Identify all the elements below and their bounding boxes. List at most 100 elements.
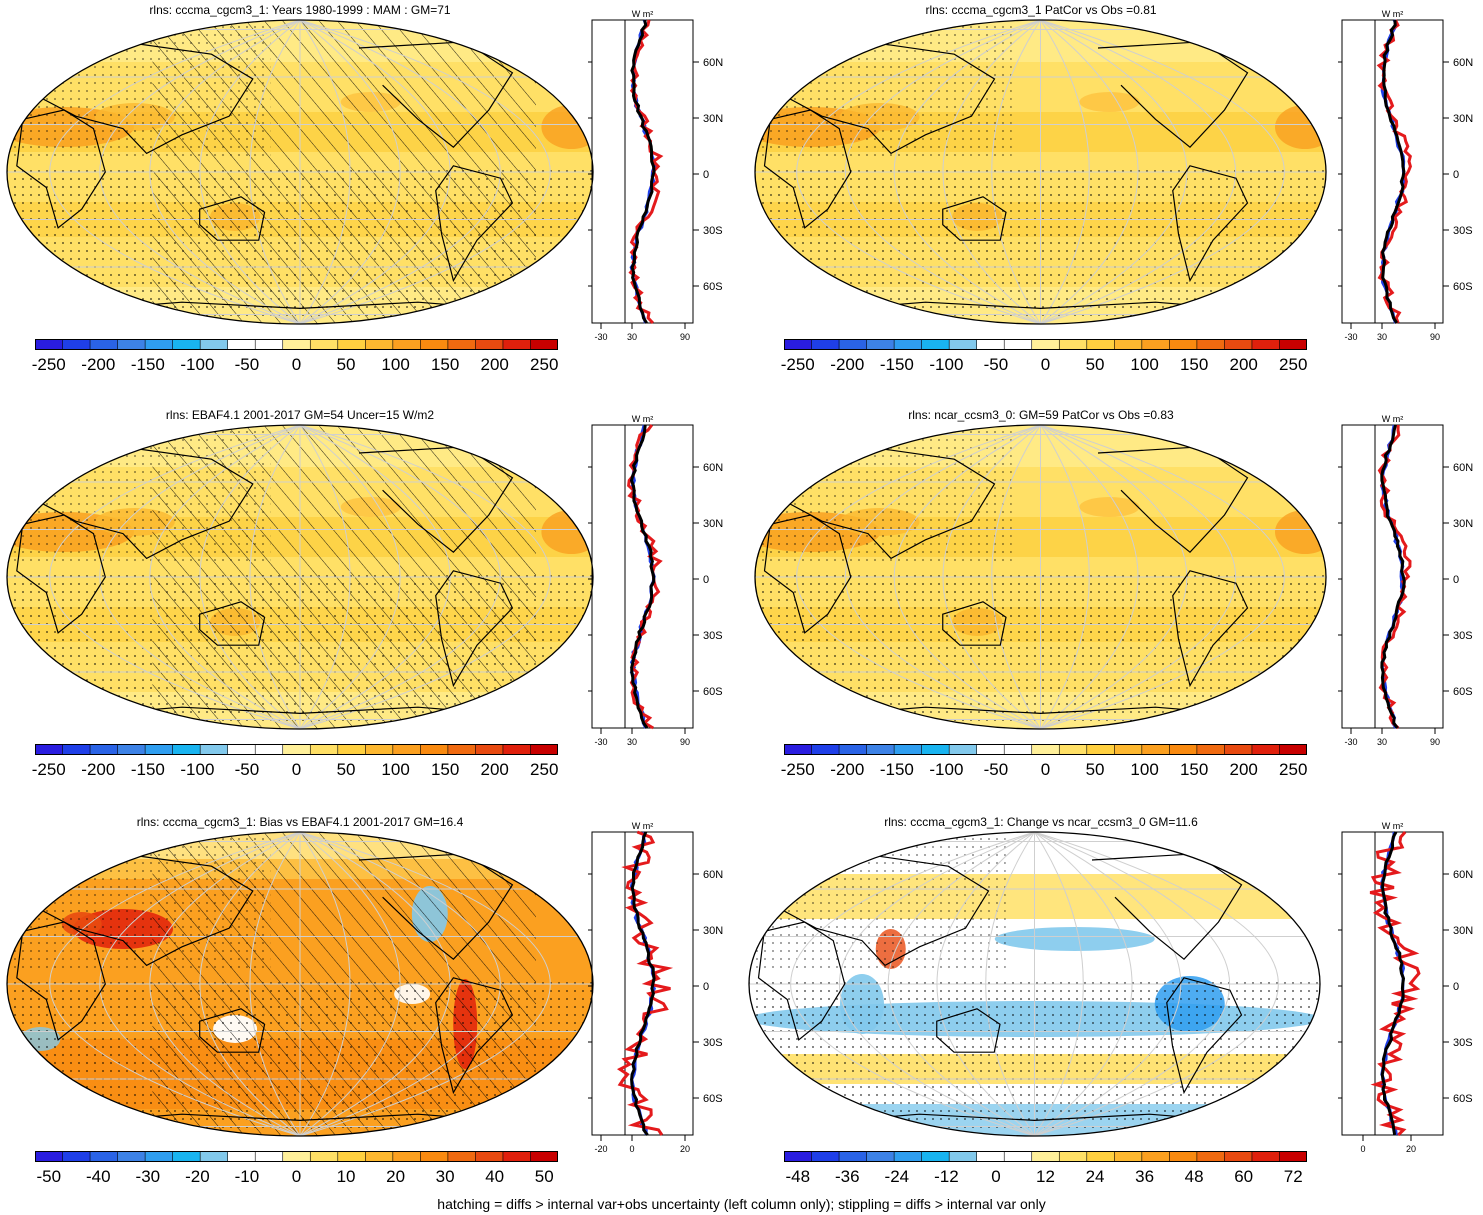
zonal-line-black (1381, 19, 1406, 324)
colorbar (35, 744, 558, 755)
graticule (755, 20, 1326, 324)
x-tick-label: -30 (1344, 332, 1357, 342)
colorbar-swatch (866, 1151, 895, 1162)
colorbar-swatch (35, 339, 63, 350)
lat-label: 60S (703, 281, 723, 293)
colorbar-tick-label: 40 (485, 1167, 505, 1186)
colorbar-tick-label: 200 (1229, 355, 1258, 374)
graticule (7, 832, 593, 1136)
map-outline (754, 424, 1327, 730)
lat-label: 60N (703, 869, 723, 881)
panel-patcor-cccma: rlns: cccma_cgcm3_1 PatCor vs Obs =0.81 … (741, 0, 1483, 400)
colorbar-swatch (1224, 1151, 1253, 1162)
colorbar-swatch (200, 339, 228, 350)
colorbar-tick-label: 250 (1279, 760, 1308, 779)
colorbar-swatch (949, 1151, 977, 1162)
colorbar-swatch (1031, 744, 1060, 755)
lat-label: 30S (703, 225, 723, 237)
x-tick-label: 90 (1430, 332, 1440, 342)
colorbar-swatch (365, 339, 394, 350)
zonal-frame (591, 424, 694, 729)
zonal-mean-plot: W m² 60N 30N 0 30S 60S -20 0 20 (588, 821, 723, 1154)
colorbar-swatch (1251, 339, 1280, 350)
colorbar-tick-label: -250 (31, 760, 66, 779)
colorbar-tick-label: 200 (480, 355, 509, 374)
lat-label: 0 (703, 981, 709, 993)
zonal-line-red (616, 830, 674, 1136)
colorbar-swatch (172, 744, 201, 755)
lat-label: 60N (1453, 869, 1473, 881)
lat-label: 60N (703, 462, 723, 474)
x-tick-label: 30 (1377, 737, 1387, 747)
zonal-line-black (1380, 424, 1406, 729)
colorbar-swatch (976, 744, 1005, 755)
colorbar-swatch (1114, 339, 1143, 350)
colorbar-swatch (530, 1151, 558, 1162)
colorbar-swatch (145, 1151, 173, 1162)
colorbar-swatch (35, 1151, 63, 1162)
colorbar-tick-label: 50 (336, 760, 356, 779)
zonal-line-black (630, 831, 656, 1136)
colorbar-swatch (62, 339, 91, 350)
panel-title: rlns: cccma_cgcm3_1 PatCor vs Obs =0.81 (925, 3, 1157, 17)
colorbar-tick-label: -50 (983, 760, 1009, 779)
lat-label: 60S (703, 686, 723, 698)
colorbar-swatch (1251, 744, 1280, 755)
zonal-mean-plot: W m² 60N 30N 0 30S 60S -30 30 90 (1338, 414, 1473, 747)
map-plot (6, 424, 594, 730)
colorbar-tick-label: -150 (130, 760, 165, 779)
colorbar-tick-label: -150 (879, 760, 914, 779)
lat-label: 0 (1453, 981, 1459, 993)
colorbar-tick-label: -150 (130, 355, 165, 374)
colorbar-tick-label: 20 (386, 1167, 406, 1186)
colorbar-tick-label: -150 (879, 355, 914, 374)
zonal-line-red (1369, 831, 1421, 1137)
lat-label: 60N (703, 57, 723, 69)
colorbar-swatch (811, 339, 840, 350)
colorbar-tick-label: 0 (291, 1167, 302, 1186)
colorbar-tick-label: -100 (180, 355, 215, 374)
x-tick-label: 20 (680, 1144, 690, 1154)
colorbar-tick-label: -24 (884, 1167, 910, 1186)
x-tick-label: -30 (594, 737, 607, 747)
lat-label: 30N (1453, 113, 1473, 125)
colorbar-tick-label: 150 (1179, 760, 1209, 779)
lat-label: 60N (1453, 57, 1473, 69)
colorbar-swatch (90, 339, 118, 350)
zonal-frame (1341, 424, 1444, 729)
zonal-mean-plot: W m² 60N 30N 0 30S 60S -30 30 90 (588, 414, 723, 747)
colorbar-tick-label: 100 (1130, 355, 1159, 374)
map-plot (748, 831, 1321, 1137)
zonal-unit-label: W m² (632, 414, 654, 424)
lat-label: 30N (703, 925, 723, 937)
colorbar-swatch (117, 339, 146, 350)
colorbar-swatch (894, 744, 922, 755)
lat-label: 0 (703, 574, 709, 586)
colorbar-swatch (1196, 1151, 1225, 1162)
x-tick-label: 20 (1406, 1144, 1416, 1154)
colorbar-swatch (90, 1151, 118, 1162)
colorbar-tick-label: 60 (1234, 1167, 1254, 1186)
colorbar-swatch (365, 1151, 394, 1162)
colorbar-swatch (475, 339, 504, 350)
colorbar-swatch (255, 339, 284, 350)
colorbar (35, 1151, 558, 1162)
colorbar-tick-label: -50 (234, 760, 260, 779)
colorbar-tick-label: 200 (480, 760, 509, 779)
colorbar-swatch (172, 339, 201, 350)
x-tick-label: 30 (627, 737, 637, 747)
colorbar-swatch (1169, 1151, 1198, 1162)
zonal-line-black (1380, 831, 1406, 1136)
colorbar (784, 1151, 1307, 1162)
x-tick-label: 30 (627, 332, 637, 342)
lat-label: 60S (703, 1093, 723, 1105)
map-outline (6, 19, 594, 325)
colorbar-swatch (811, 1151, 840, 1162)
colorbar-swatch (337, 744, 366, 755)
colorbar-tick-label: -200 (830, 760, 865, 779)
colorbar-tick-label: 30 (435, 1167, 455, 1186)
colorbar-swatch (1279, 1151, 1307, 1162)
map-plot (6, 19, 594, 325)
colorbar-swatch (255, 744, 284, 755)
colorbar-tick-label: 100 (381, 760, 410, 779)
